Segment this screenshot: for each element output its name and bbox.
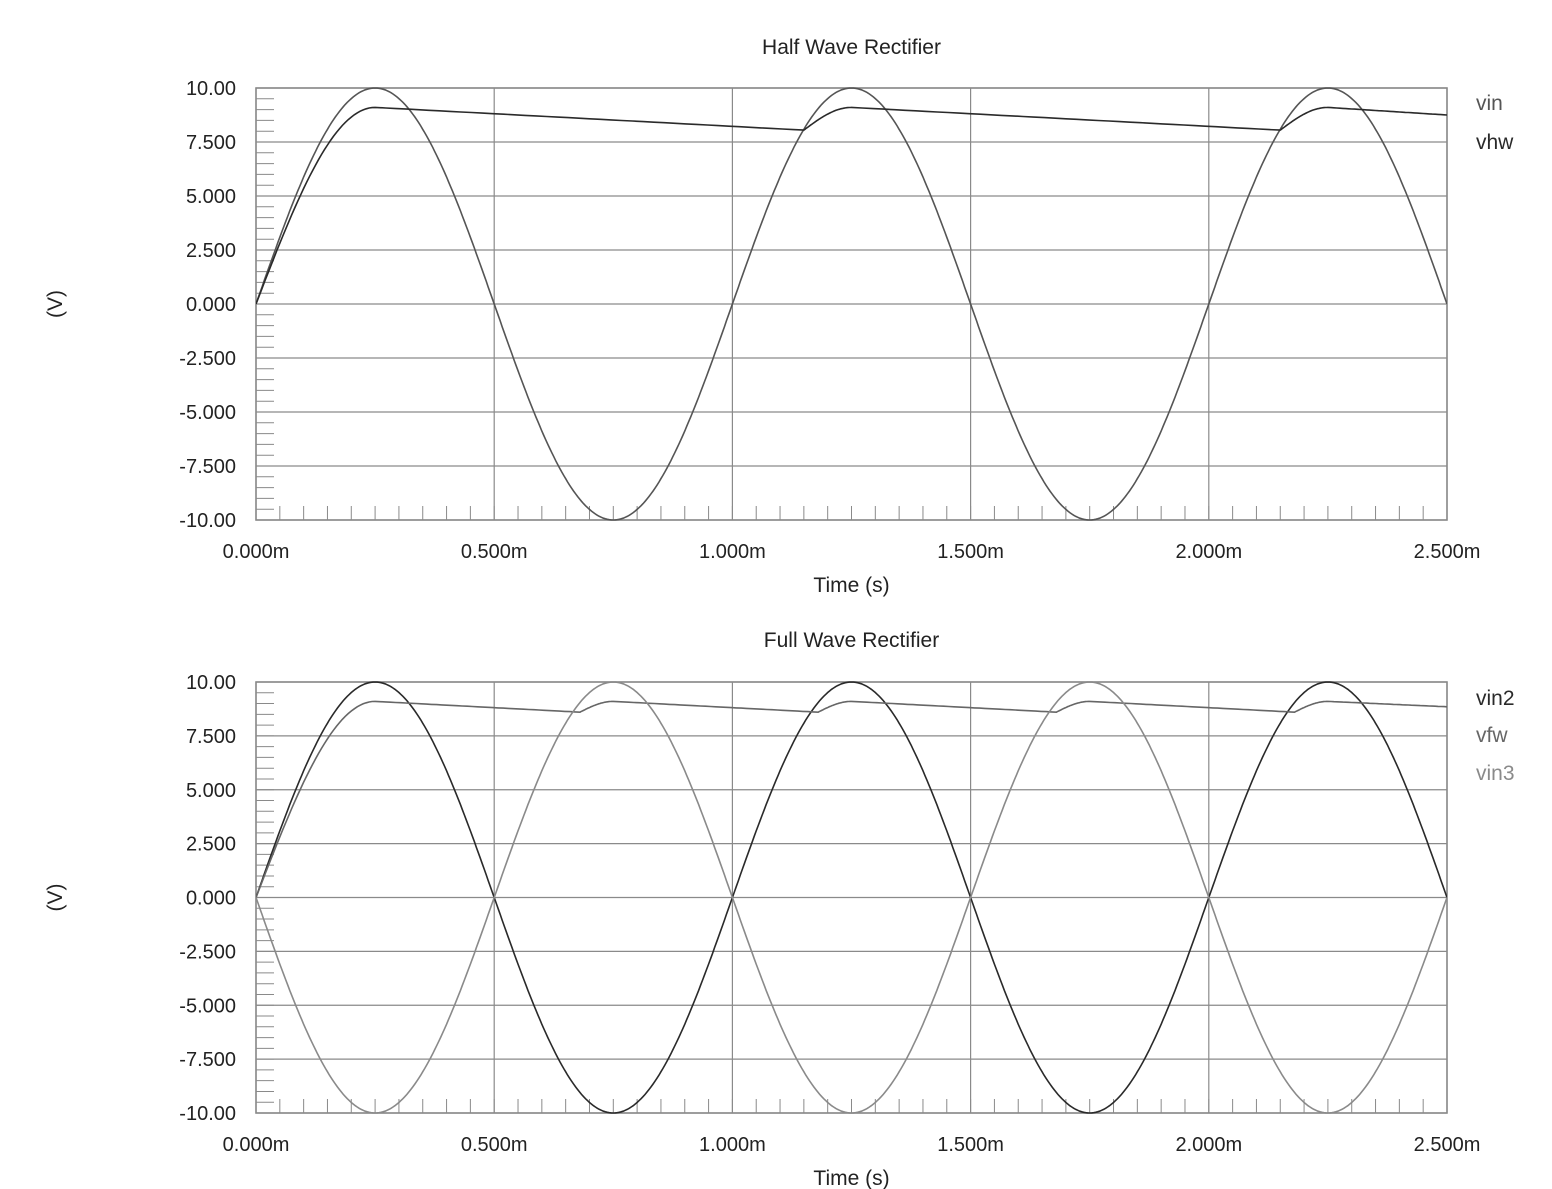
y-tick-label: -5.000: [179, 402, 236, 424]
y-tick-label: -10.00: [179, 510, 236, 532]
series-line-vin2: [256, 681, 1447, 1114]
y-tick-label: 7.500: [186, 132, 236, 154]
y-tick-label: 2.500: [186, 240, 236, 262]
x-tick-label: 2.000m: [1175, 541, 1242, 563]
x-tick-label: 2.000m: [1175, 1134, 1242, 1156]
x-tick-label: 1.500m: [937, 1134, 1004, 1156]
y-tick-label: 0.000: [186, 294, 236, 316]
y-tick-label: -7.500: [179, 456, 236, 478]
y-tick-label: -10.00: [179, 1103, 236, 1125]
x-tick-label: 0.000m: [223, 541, 290, 563]
y-tick-label: -2.500: [179, 941, 236, 963]
y-tick-label: -7.500: [179, 1049, 236, 1071]
series-line-vin3: [256, 681, 1447, 1114]
series-line-vin: [256, 87, 1447, 521]
legend: vin vhw: [1476, 92, 1514, 154]
x-tick-label: 0.500m: [461, 541, 528, 563]
full-wave-chart: Full Wave Rectifier Time (s) (V) vin2 vf…: [44, 629, 1515, 1189]
chart-title: Half Wave Rectifier: [762, 36, 941, 59]
x-tick-label: 1.500m: [937, 541, 1004, 563]
chart-title: Full Wave Rectifier: [764, 629, 939, 652]
x-axis-label: Time (s): [813, 1167, 889, 1189]
legend-entry-vin: vin: [1476, 92, 1503, 115]
x-tick-label: 1.000m: [699, 541, 766, 563]
y-tick-label: 0.000: [186, 888, 236, 910]
legend-entry-vin2: vin2: [1476, 687, 1515, 710]
minor-ticks: [255, 681, 1448, 1114]
x-tick-label: 0.000m: [223, 1134, 290, 1156]
legend: vin2 vfw vin3: [1476, 687, 1515, 785]
series-line-vfw: [256, 700, 1447, 898]
y-tick-label: 10.00: [186, 672, 236, 694]
x-tick-label: 2.500m: [1414, 1134, 1481, 1156]
minor-ticks: [255, 87, 1448, 521]
legend-entry-vhw: vhw: [1476, 131, 1514, 154]
y-tick-label: -2.500: [179, 348, 236, 370]
series-lines: [256, 681, 1447, 1114]
y-tick-label: 2.500: [186, 834, 236, 856]
series-lines: [256, 87, 1447, 521]
y-tick-label: 5.000: [186, 780, 236, 802]
y-axis-label: (V): [44, 884, 67, 912]
y-axis-label: (V): [44, 290, 67, 318]
half-wave-chart: Half Wave Rectifier Time (s) (V) vin vhw…: [44, 36, 1514, 597]
y-tick-label: 10.00: [186, 78, 236, 100]
x-tick-label: 0.500m: [461, 1134, 528, 1156]
y-tick-label: -5.000: [179, 995, 236, 1017]
y-tick-label: 5.000: [186, 186, 236, 208]
x-tick-label: 1.000m: [699, 1134, 766, 1156]
x-tick-label: 2.500m: [1414, 541, 1481, 563]
legend-entry-vfw: vfw: [1476, 724, 1508, 747]
y-tick-label: 7.500: [186, 726, 236, 748]
x-axis-label: Time (s): [813, 574, 889, 597]
legend-entry-vin3: vin3: [1476, 762, 1515, 785]
series-line-vhw: [256, 106, 1447, 305]
